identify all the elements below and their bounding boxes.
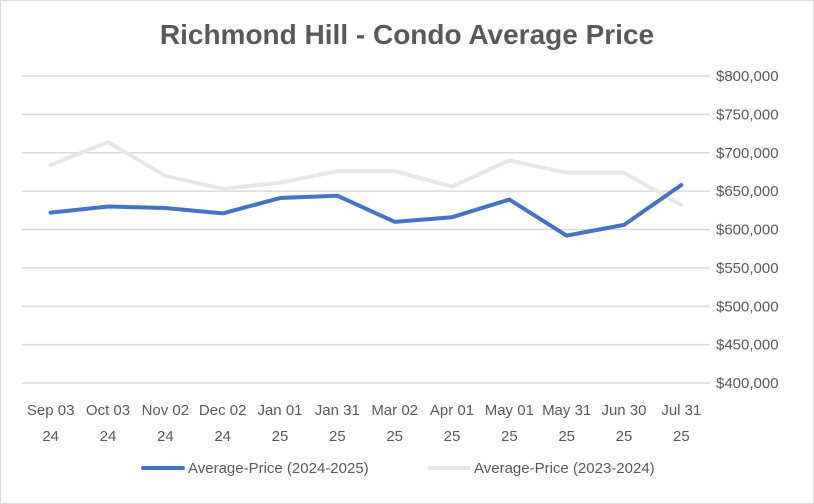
y-tick-label: $550,000 xyxy=(716,260,779,277)
y-tick-label: $700,000 xyxy=(716,145,779,162)
y-tick-label: $800,000 xyxy=(716,68,779,85)
x-tick-label: May 01 25 xyxy=(485,402,534,445)
y-tick-label: $600,000 xyxy=(716,222,779,239)
legend-label: Average-Price (2024-2025) xyxy=(188,460,369,477)
y-tick-label: $650,000 xyxy=(716,183,779,200)
x-tick-label: Apr 01 25 xyxy=(430,402,474,445)
y-axis-ticks: $400,000 $450,000 $500,000 $550,000 $600,000… xyxy=(716,68,779,392)
series-line-0 xyxy=(48,182,684,238)
chart-title: Richmond Hill - Condo Average Price xyxy=(160,19,654,50)
x-tick-label: Jan 31 25 xyxy=(315,402,360,445)
x-tick-label: Nov 02 24 xyxy=(142,402,190,445)
x-tick-label: Jan 01 25 xyxy=(257,402,302,445)
x-tick-label: Dec 02 24 xyxy=(199,402,247,445)
x-tick-label: Oct 03 24 xyxy=(86,402,130,445)
series-line-1 xyxy=(48,140,684,207)
x-tick-label: May 31 25 xyxy=(542,402,591,445)
x-tick-label: Mar 02 25 xyxy=(371,402,418,445)
x-tick-label: Sep 03 24 xyxy=(27,402,75,445)
y-tick-label: $400,000 xyxy=(716,375,779,392)
x-tick-label: Jun 30 25 xyxy=(601,402,646,445)
x-tick-label: Jul 31 25 xyxy=(661,402,701,445)
y-tick-label: $450,000 xyxy=(716,337,779,354)
series-lines xyxy=(48,140,684,238)
legend: Average-Price (2024-2025) Average-Price (… xyxy=(141,460,655,477)
legend-label: Average-Price (2023-2024) xyxy=(474,460,655,477)
y-tick-label: $750,000 xyxy=(716,106,779,123)
y-tick-label: $500,000 xyxy=(716,298,779,315)
